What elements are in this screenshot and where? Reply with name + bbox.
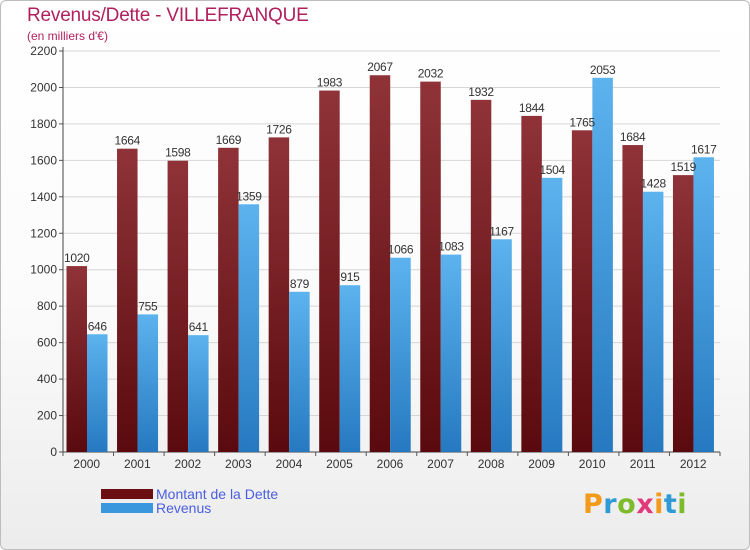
x-tick-label: 2010: [579, 457, 606, 471]
data-label-debt: 1519: [670, 160, 696, 174]
data-label-revenue: 646: [88, 319, 108, 333]
data-label-revenue: 1428: [640, 177, 666, 191]
data-label-revenue: 2053: [590, 63, 616, 77]
proxiti-logo: Proxiti: [583, 489, 687, 520]
bar-debt: [369, 75, 391, 452]
y-tick-label: 2200: [30, 44, 57, 58]
x-tick-label: 2012: [680, 457, 707, 471]
logo-letter: o: [617, 489, 637, 520]
data-label-revenue: 1083: [438, 240, 464, 254]
bar-debt: [571, 130, 593, 452]
data-label-revenue: 879: [290, 277, 310, 291]
y-tick-label: 1400: [30, 190, 57, 204]
y-tick-label: 0: [50, 445, 57, 459]
data-label-debt: 1664: [115, 134, 141, 148]
legend-label-debt: Montant de la Dette: [156, 486, 279, 502]
y-tick-label: 1000: [30, 263, 57, 277]
chart-subtitle: (en milliers d'€): [27, 29, 108, 43]
data-label-revenue: 1066: [388, 243, 414, 257]
data-label-debt: 1598: [165, 146, 191, 160]
bar-revenue: [238, 204, 260, 452]
x-tick-label: 2000: [73, 457, 100, 471]
y-tick-label: 1200: [30, 226, 57, 240]
data-labels: 1020 646 1664 755 1598 641 1669 1359 1726 879 1983…: [64, 60, 717, 334]
y-tick-label: 400: [37, 372, 57, 386]
x-tick-label: 2009: [528, 457, 555, 471]
x-tick-label: 2006: [377, 457, 404, 471]
data-label-revenue: 1359: [236, 189, 262, 203]
bar-revenue: [87, 334, 108, 452]
logo-letter: t: [663, 489, 678, 520]
data-label-revenue: 641: [189, 320, 209, 334]
bar-revenue: [188, 335, 209, 452]
bar-revenue: [390, 257, 411, 452]
data-label-debt: 1726: [266, 122, 292, 136]
y-tick-label: 1600: [30, 153, 57, 167]
y-tick-label: 800: [37, 299, 57, 313]
data-label-debt: 1844: [519, 101, 545, 115]
data-label-revenue: 1504: [539, 163, 565, 177]
legend-label-revenue: Revenus: [156, 500, 212, 516]
x-tick-label: 2005: [326, 457, 353, 471]
bar-debt: [622, 145, 643, 452]
data-label-debt: 1765: [569, 115, 595, 129]
bar-debt: [470, 99, 492, 452]
y-tick-label: 1800: [30, 117, 57, 131]
legend-item-revenue: Revenus: [101, 501, 278, 515]
data-label-revenue: 755: [138, 299, 158, 313]
bar-revenue: [642, 191, 664, 452]
legend-item-debt: Montant de la Dette: [101, 487, 278, 501]
data-label-debt: 1020: [64, 251, 90, 265]
data-label-revenue: 1167: [489, 224, 514, 238]
x-tick-label: 2003: [225, 457, 252, 471]
x-tick-label: 2008: [478, 457, 505, 471]
data-label-debt: 1669: [216, 133, 242, 147]
bar-revenue: [137, 314, 159, 452]
logo-letter: x: [636, 489, 655, 520]
y-tick-label: 600: [37, 336, 57, 350]
x-tick-label: 2004: [276, 457, 303, 471]
x-tick-label: 2011: [630, 457, 656, 471]
data-label-debt: 1684: [620, 130, 646, 144]
bar-debt: [420, 81, 441, 452]
data-label-debt: 2032: [418, 67, 444, 81]
data-label-revenue: 1617: [691, 142, 717, 156]
y-tick-label: 2000: [30, 80, 57, 94]
bars: [66, 75, 714, 453]
x-tick-label: 2001: [124, 457, 151, 471]
bar-revenue: [693, 157, 714, 452]
bar-debt: [218, 147, 239, 453]
data-label-revenue: 915: [340, 270, 360, 284]
bar-debt: [521, 115, 542, 452]
bar-revenue: [289, 291, 310, 452]
x-tick-label: 2002: [174, 457, 201, 471]
bar-debt: [268, 137, 290, 452]
bar-revenue: [339, 285, 361, 452]
logo-letter: i: [654, 489, 664, 520]
legend: Montant de la Dette Revenus: [101, 487, 278, 515]
legend-swatch-debt: [101, 489, 153, 499]
data-label-debt: 1983: [317, 76, 343, 90]
y-tick-label: 200: [37, 409, 57, 423]
bar-revenue: [491, 239, 512, 452]
chart-title: Revenus/Dette - VILLEFRANQUE: [27, 5, 309, 26]
data-label-debt: 2067: [367, 60, 393, 74]
bar-revenue: [592, 77, 613, 452]
legend-swatch-revenue: [101, 503, 153, 513]
data-label-debt: 1932: [468, 85, 494, 99]
bar-revenue: [440, 254, 462, 452]
bar-debt: [672, 175, 694, 452]
bar-debt: [167, 160, 189, 452]
x-tick-label: 2007: [427, 457, 454, 471]
logo-letter: r: [603, 489, 618, 520]
bar-debt: [117, 148, 138, 452]
bar-debt: [319, 90, 340, 452]
bar-revenue: [541, 177, 563, 452]
logo-letter: i: [677, 489, 688, 520]
bar-debt: [66, 266, 87, 452]
logo-letter: P: [583, 489, 604, 520]
